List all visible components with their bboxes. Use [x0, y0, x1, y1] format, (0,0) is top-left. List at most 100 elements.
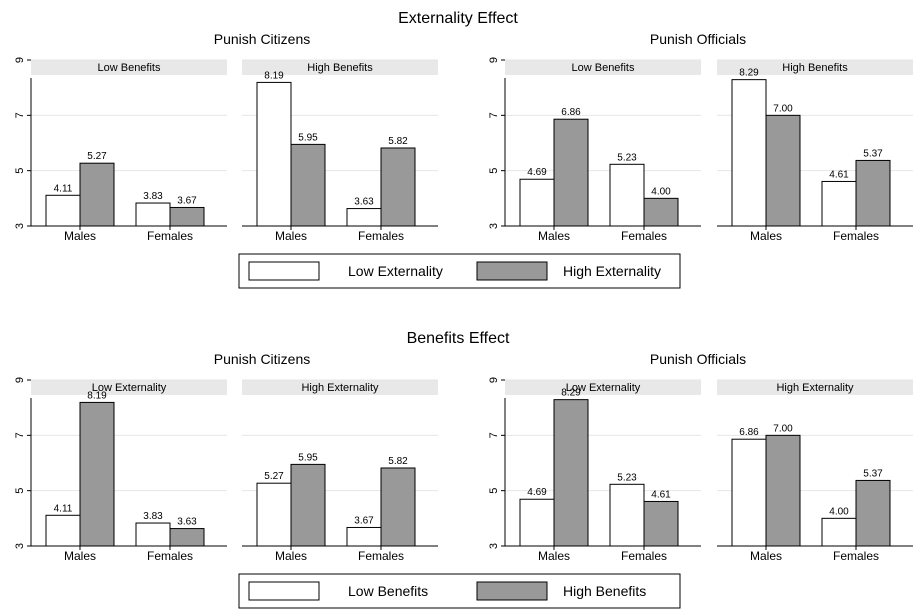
panel-strip-label: High Externality — [301, 382, 379, 394]
panel-strip — [717, 60, 913, 75]
panel: Low Benefits 3 5 7 9 4.11 5.27 3.83 3.67 Males Fem… — [14, 57, 227, 243]
bar — [380, 147, 416, 227]
bar — [45, 514, 81, 547]
y-tick-label: 5 — [14, 488, 26, 494]
legend-label: Low Externality — [348, 263, 443, 279]
x-tick-label: Females — [147, 229, 193, 243]
bar-value-label: 6.86 — [739, 427, 759, 438]
panel: High Externality 5.27 5.95 3.67 5.82 Males Fem… — [242, 379, 438, 563]
bar-value-label: 7.00 — [773, 103, 793, 114]
bar-value-label: 4.61 — [829, 169, 849, 180]
bar — [765, 114, 801, 227]
bar — [169, 206, 205, 227]
y-tick-label: 7 — [488, 112, 500, 118]
panel-strip — [242, 380, 438, 395]
y-tick-label: 3 — [488, 543, 500, 549]
bar-value-label: 3.67 — [177, 195, 197, 206]
y-tick-label: 7 — [14, 112, 26, 118]
y-tick-label: 5 — [488, 488, 500, 494]
panel-strip-label: High Benefits — [307, 62, 373, 74]
bar — [609, 483, 645, 547]
bar — [765, 434, 801, 547]
bar-value-label: 5.23 — [617, 472, 637, 483]
bar — [553, 399, 589, 547]
bar-value-label: 3.63 — [177, 517, 197, 528]
bar — [256, 482, 292, 547]
x-tick-label: Males — [750, 229, 782, 243]
bar-value-label: 3.83 — [143, 511, 163, 522]
group-title: Punish Officials — [650, 351, 746, 367]
bar-value-label: 5.23 — [617, 152, 637, 163]
group-title: Punish Citizens — [214, 351, 311, 367]
bar — [346, 526, 382, 547]
bar-value-label: 3.67 — [354, 515, 374, 526]
bar — [731, 438, 767, 547]
panel-strip — [31, 60, 227, 75]
y-tick-label: 5 — [14, 168, 26, 174]
bar-value-label: 4.00 — [829, 506, 849, 517]
bar-value-label: 6.86 — [561, 107, 581, 118]
bar-value-label: 4.11 — [54, 503, 73, 514]
bar-value-label: 5.95 — [298, 452, 318, 463]
x-tick-label: Females — [833, 549, 879, 563]
x-tick-label: Males — [538, 549, 570, 563]
bar-value-label: 5.27 — [264, 471, 284, 482]
bar — [731, 79, 767, 227]
bar-value-label: 8.29 — [561, 388, 581, 399]
y-tick-label: 9 — [14, 57, 26, 63]
x-tick-label: Females — [358, 229, 404, 243]
bar — [45, 194, 81, 227]
bar-value-label: 5.27 — [87, 151, 107, 162]
x-tick-label: Males — [275, 229, 307, 243]
legend-swatch — [248, 581, 320, 601]
bar — [643, 197, 679, 227]
bar — [519, 498, 555, 547]
panel-strip — [242, 60, 438, 75]
legend-label: High Externality — [563, 263, 661, 279]
bar — [169, 528, 205, 547]
bar-value-label: 4.69 — [527, 167, 547, 178]
bar — [821, 180, 857, 227]
bar — [135, 202, 171, 227]
legend-swatch — [476, 261, 548, 281]
y-tick-label: 9 — [14, 377, 26, 383]
group-title: Punish Officials — [650, 31, 746, 47]
x-tick-label: Males — [538, 229, 570, 243]
y-tick-label: 9 — [488, 377, 500, 383]
section-title: Externality Effect — [398, 10, 518, 27]
bar-value-label: 8.29 — [739, 68, 759, 79]
panel-strip — [505, 60, 701, 75]
legend-swatch — [476, 581, 548, 601]
bar — [855, 479, 891, 547]
panel-strip — [717, 380, 913, 395]
x-tick-label: Females — [621, 549, 667, 563]
bar — [79, 162, 115, 227]
bar-value-label: 5.37 — [863, 148, 883, 159]
bar-value-label: 4.69 — [527, 487, 547, 498]
y-tick-label: 7 — [488, 432, 500, 438]
bar — [609, 163, 645, 227]
section-externality-effect: Externality Effect Punish Citizens Low Ben… — [14, 10, 913, 289]
panel-strip-label: Low Externality — [566, 382, 641, 394]
panel-strip-label: High Externality — [776, 382, 854, 394]
y-tick-label: 9 — [488, 57, 500, 63]
bar-value-label: 4.00 — [651, 186, 671, 197]
panel-strip-label: Low Externality — [92, 382, 167, 394]
y-tick-label: 5 — [488, 168, 500, 174]
bar-value-label: 5.82 — [388, 136, 408, 147]
legend-swatch — [248, 261, 320, 281]
panel-strip-label: Low Benefits — [98, 62, 161, 74]
panel: Low Benefits 3 5 7 9 4.69 6.86 5.23 4.00 Males Fem… — [488, 57, 701, 243]
bar — [290, 143, 326, 227]
bar-value-label: 3.63 — [354, 197, 374, 208]
x-tick-label: Males — [750, 549, 782, 563]
bar — [553, 118, 589, 227]
y-tick-label: 3 — [14, 543, 26, 549]
x-tick-label: Males — [64, 229, 96, 243]
x-tick-label: Females — [833, 229, 879, 243]
panel-strip — [505, 380, 701, 395]
panel-strip-label: High Benefits — [782, 62, 848, 74]
x-tick-label: Females — [358, 549, 404, 563]
panel-strip-label: Low Benefits — [572, 62, 635, 74]
